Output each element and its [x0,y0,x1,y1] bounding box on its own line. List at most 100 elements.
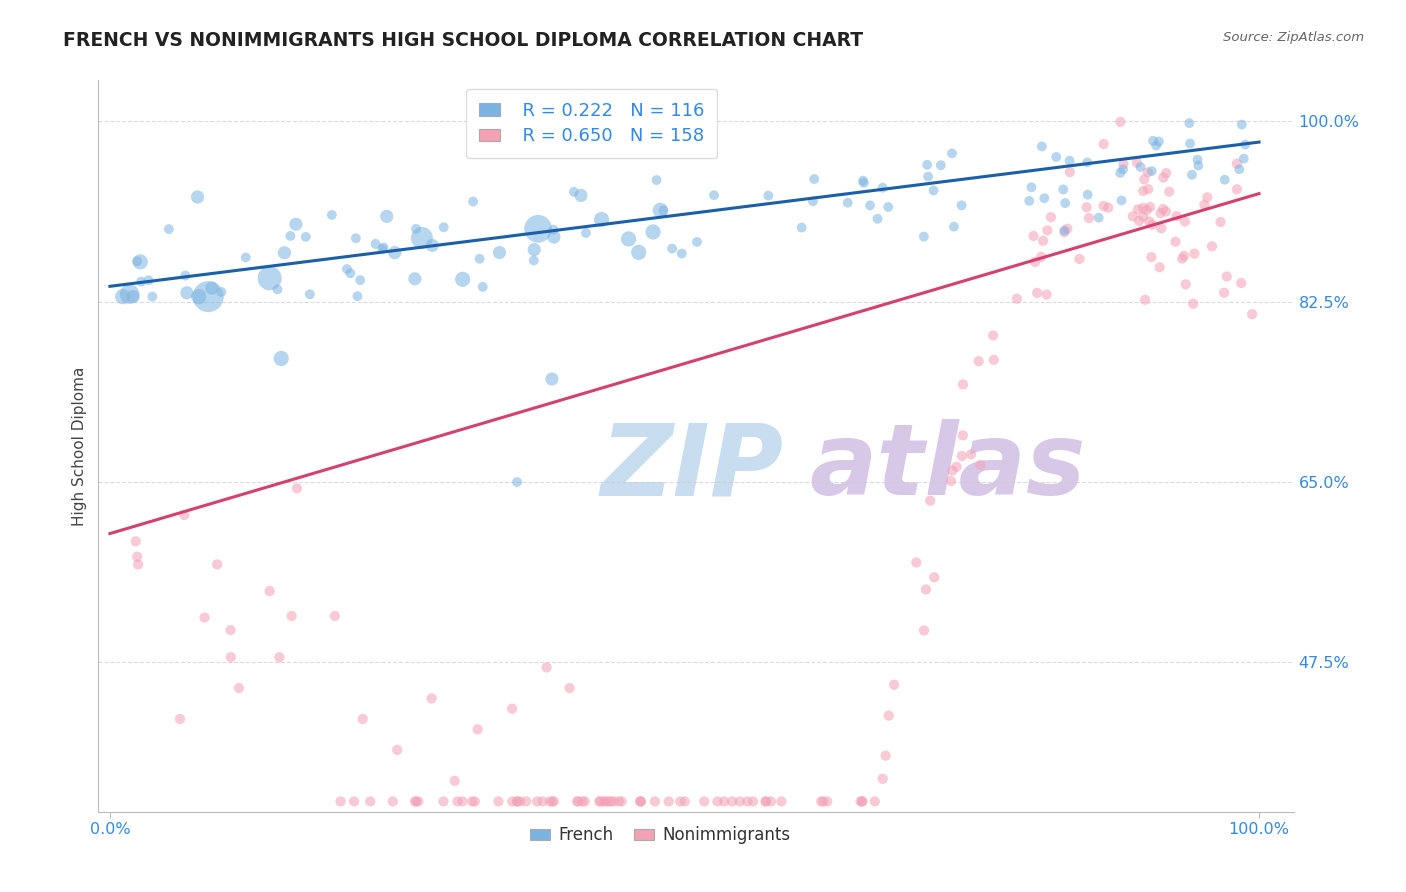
Point [129,255,152,269]
Point [872,180,894,194]
Point [1109,115,1132,129]
Point [1132,201,1154,215]
Point [1234,137,1257,152]
Point [617,232,640,246]
Point [754,794,776,808]
Point [359,794,381,808]
Point [1174,214,1197,228]
Point [939,474,962,488]
Point [567,794,589,808]
Point [706,794,728,808]
Point [127,254,149,268]
Point [1216,269,1239,284]
Point [917,169,939,184]
Point [138,273,160,287]
Point [603,794,626,808]
Point [501,702,523,716]
Point [420,238,443,252]
Point [405,794,427,808]
Point [295,230,318,244]
Point [1154,204,1177,219]
Point [1033,191,1056,205]
Point [1026,285,1049,300]
Point [531,794,554,808]
Point [527,222,550,236]
Point [375,210,398,224]
Point [1241,307,1264,321]
Point [1112,157,1135,171]
Point [1142,218,1164,232]
Point [176,285,198,300]
Point [981,328,1004,343]
Point [686,235,709,249]
Point [122,290,145,304]
Point [321,208,343,222]
Point [1187,153,1209,167]
Point [1147,135,1170,149]
Point [983,352,1005,367]
Point [1133,293,1156,307]
Text: atlas: atlas [810,419,1085,516]
Point [443,773,465,788]
Point [506,794,529,808]
Point [433,220,456,235]
Point [323,609,346,624]
Point [201,281,224,295]
Point [506,794,529,808]
Point [569,188,592,202]
Point [912,229,935,244]
Point [952,377,974,392]
Point [967,354,990,368]
Point [543,794,565,808]
Point [187,290,209,304]
Point [960,447,983,461]
Point [851,794,873,808]
Point [127,558,149,572]
Point [755,794,778,808]
Point [669,794,692,808]
Point [1077,211,1099,225]
Point [219,650,242,665]
Point [801,194,824,209]
Point [506,475,529,489]
Point [1018,194,1040,208]
Point [1087,211,1109,225]
Point [1152,202,1174,216]
Point [852,176,875,190]
Point [346,289,368,303]
Point [589,794,612,808]
Point [1142,134,1164,148]
Point [922,570,945,584]
Point [1076,200,1098,214]
Point [364,236,387,251]
Point [349,273,371,287]
Point [837,195,859,210]
Point [1069,252,1091,266]
Point [1166,209,1188,223]
Point [446,794,468,808]
Point [384,245,406,260]
Point [1137,182,1160,196]
Point [157,222,180,236]
Point [1227,162,1250,177]
Point [574,794,596,808]
Point [945,459,967,474]
Point [1173,249,1195,263]
Point [467,723,489,737]
Point [1111,194,1133,208]
Point [1226,156,1249,170]
Point [405,222,427,236]
Point [863,794,886,808]
Point [1149,260,1171,275]
Point [259,584,281,599]
Point [588,794,610,808]
Point [129,275,152,289]
Point [464,794,486,808]
Point [628,794,651,808]
Point [1174,277,1197,292]
Point [575,226,598,240]
Point [644,794,666,808]
Point [343,794,366,808]
Point [280,228,302,243]
Point [468,252,491,266]
